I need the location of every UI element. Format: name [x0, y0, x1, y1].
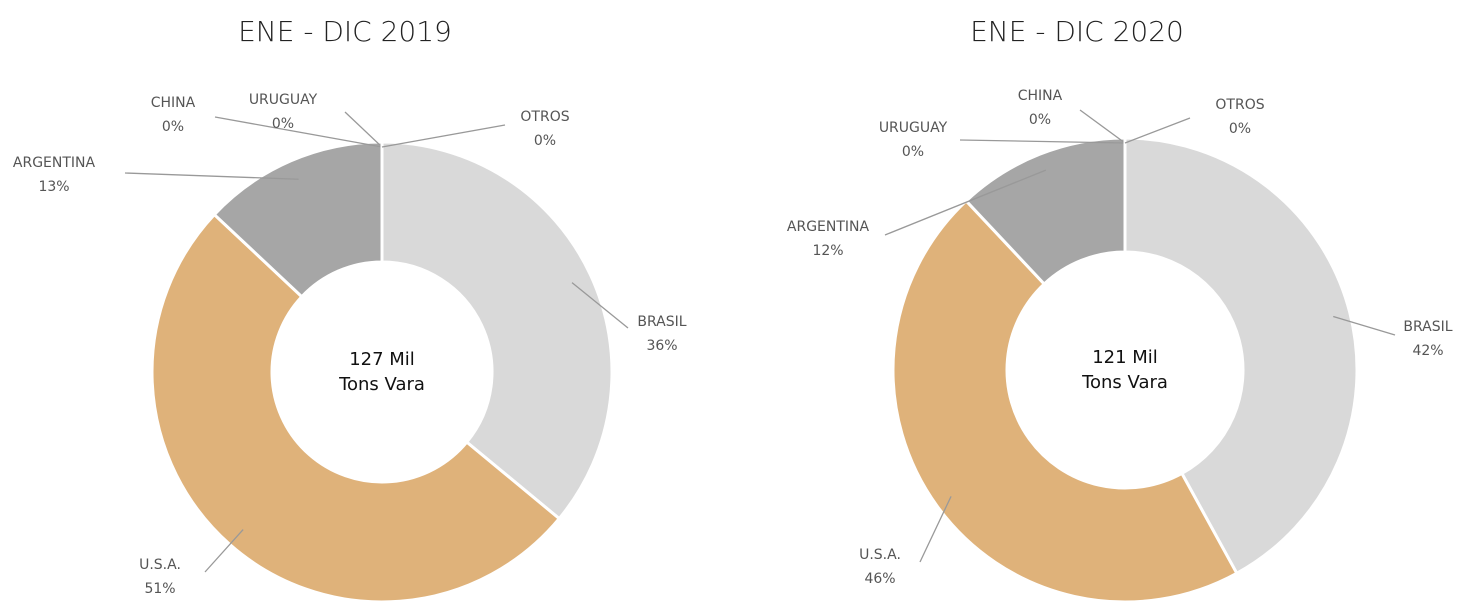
slice-name: U.S.A.	[139, 557, 181, 573]
leader-line	[1079, 109, 1126, 144]
donut-slice	[891, 198, 1239, 601]
slice-value: 42%	[1412, 343, 1443, 359]
leader-line	[884, 169, 1047, 236]
leader-line	[571, 282, 629, 329]
center-label: 121 Mil	[1092, 347, 1158, 368]
donut-slice	[380, 140, 614, 521]
donut-slice	[1123, 136, 1359, 576]
slice-name: URUGUAY	[249, 92, 318, 108]
slice-name: URUGUAY	[879, 120, 948, 136]
slice-value: 0%	[272, 116, 294, 132]
leader-line	[381, 124, 506, 148]
slice-name: CHINA	[1018, 88, 1063, 104]
slice-name: ARGENTINA	[13, 155, 96, 171]
slice-name: OTROS	[520, 109, 569, 125]
slice-value: 0%	[162, 119, 184, 135]
center-label: Tons Vara	[1081, 372, 1168, 393]
slice-name: OTROS	[1215, 97, 1264, 113]
leader-line	[1333, 315, 1396, 336]
leader-line	[344, 111, 383, 148]
slice-value: 36%	[646, 338, 677, 354]
leader-line	[124, 172, 299, 180]
slice-name: CHINA	[151, 95, 196, 111]
center-label: Tons Vara	[338, 374, 425, 395]
slice-value: 0%	[1029, 112, 1051, 128]
leader-line	[919, 496, 952, 563]
slice-value: 12%	[812, 243, 843, 259]
slice-value: 46%	[864, 571, 895, 587]
slice-value: 51%	[144, 581, 175, 597]
chart-title: ENE - DIC 2020	[970, 15, 1184, 48]
slice-name: ARGENTINA	[787, 219, 870, 235]
slice-value: 0%	[534, 133, 556, 149]
slice-value: 0%	[902, 144, 924, 160]
chart-title: ENE - DIC 2019	[238, 15, 452, 48]
leader-line	[959, 139, 1126, 144]
leader-line	[214, 116, 383, 148]
slice-value: 13%	[38, 179, 69, 195]
slice-name: BRASIL	[1403, 319, 1452, 335]
slice-name: U.S.A.	[859, 547, 901, 563]
leader-line	[1124, 117, 1191, 144]
center-label: 127 Mil	[349, 349, 415, 370]
slice-name: BRASIL	[637, 314, 686, 330]
leader-line	[204, 529, 244, 573]
slice-value: 0%	[1229, 121, 1251, 137]
donut-slice	[150, 212, 562, 601]
